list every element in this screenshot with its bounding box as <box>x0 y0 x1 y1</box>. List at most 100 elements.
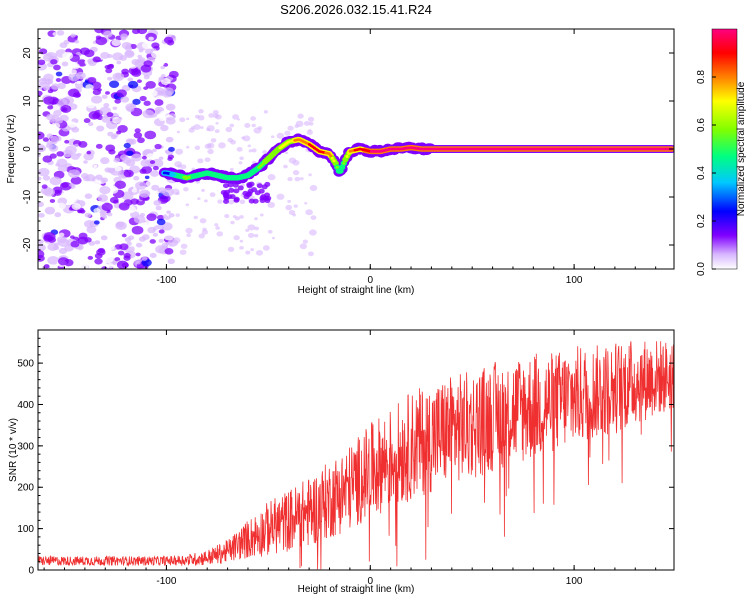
lobe-blob <box>248 181 255 187</box>
noise-blob <box>106 262 115 269</box>
noise-blob <box>142 109 155 119</box>
noise-blob <box>88 111 101 120</box>
noise-blob <box>200 126 204 129</box>
noise-blob <box>57 164 68 173</box>
noise-blob <box>175 213 180 217</box>
spectrogram-xlabel: Height of straight line (km) <box>298 285 415 296</box>
noise-blob <box>144 130 157 140</box>
noise-blob <box>293 204 298 208</box>
noise-blob <box>114 166 122 172</box>
noise-blob <box>212 109 219 115</box>
noise-blob <box>78 232 88 240</box>
noise-blob <box>148 89 158 97</box>
noise-blob <box>153 200 162 206</box>
noise-blob <box>292 213 296 217</box>
colorbar-label: Normalized spectral amplitude <box>736 81 747 216</box>
ridge-core <box>347 152 351 155</box>
noise-blob <box>69 183 75 187</box>
noise-blob <box>42 137 49 142</box>
noise-blob <box>68 121 77 128</box>
noise-blob <box>267 201 276 208</box>
noise-blob <box>167 157 173 161</box>
noise-blob <box>60 104 72 113</box>
noise-blob <box>96 125 105 132</box>
ridge-core <box>342 162 346 165</box>
noise-blob <box>141 222 147 227</box>
noise-blob <box>52 245 60 251</box>
noise-blob <box>95 36 108 46</box>
noise-blob <box>193 215 198 220</box>
noise-blob <box>276 132 285 139</box>
noise-blob <box>50 122 61 130</box>
noise-blob <box>186 117 190 121</box>
noise-blob <box>232 215 237 219</box>
noise-blob <box>230 220 235 225</box>
noise-blob <box>94 258 103 265</box>
noise-blob <box>87 255 94 260</box>
noise-blob <box>99 186 111 195</box>
noise-blob <box>239 239 244 243</box>
noise-blob <box>107 212 113 217</box>
noise-blob <box>103 30 113 38</box>
noise-blob <box>108 237 114 242</box>
noise-blob <box>215 226 220 230</box>
ridge-core <box>338 169 343 173</box>
noise-blob <box>38 201 44 208</box>
noise-blob <box>100 235 108 241</box>
noise-blob <box>61 61 69 67</box>
noise-blob <box>198 233 205 239</box>
noise-blob <box>53 110 62 117</box>
noise-blob <box>145 180 155 187</box>
noise-blob <box>135 181 147 190</box>
noise-blob <box>116 89 127 98</box>
noise-blob <box>109 196 119 204</box>
noise-blob <box>56 30 65 36</box>
noise-blob <box>305 209 313 216</box>
noise-blob <box>102 215 108 219</box>
noise-blob <box>124 237 132 243</box>
noise-blob <box>247 144 251 148</box>
noise-blob <box>62 96 74 105</box>
noise-blob <box>43 187 56 197</box>
noise-blob <box>133 215 146 224</box>
noise-blob <box>145 48 153 55</box>
noise-blob <box>131 153 142 162</box>
noise-blob <box>263 110 268 114</box>
colorbar-tick-label: 0.0 <box>696 262 707 276</box>
noise-blob <box>179 249 187 255</box>
spectrogram-ytick-label: 10 <box>22 95 33 107</box>
noise-blob <box>210 138 217 143</box>
noise-blob <box>47 89 54 94</box>
noise-blob <box>158 238 164 243</box>
noise-blob <box>253 233 259 238</box>
noise-blob <box>143 60 153 68</box>
noise-blob <box>179 117 186 123</box>
noise-blob <box>132 98 141 105</box>
noise-blob <box>119 243 129 251</box>
noise-blob <box>116 260 129 269</box>
noise-blob <box>167 258 175 265</box>
noise-blob <box>57 257 69 266</box>
noise-blob <box>111 39 121 47</box>
noise-blob <box>154 143 162 150</box>
noise-blob <box>74 39 80 44</box>
noise-blob <box>145 80 156 89</box>
spectrogram-ylabel: Frequency (Hz) <box>6 115 17 184</box>
noise-blob <box>78 141 88 148</box>
noise-blob <box>309 229 317 236</box>
noise-blob <box>96 248 106 256</box>
noise-blob <box>116 60 122 65</box>
noise-blob <box>51 83 60 90</box>
noise-blob <box>91 95 103 104</box>
noise-blob <box>65 145 77 155</box>
noise-blob <box>172 237 181 244</box>
noise-blob <box>138 48 144 53</box>
lobe-blob <box>222 183 229 189</box>
noise-blob <box>270 135 275 139</box>
noise-blob <box>146 153 156 160</box>
noise-blob <box>158 76 164 81</box>
noise-blob <box>163 232 175 241</box>
noise-blob <box>47 255 60 265</box>
noise-blob <box>94 29 104 34</box>
